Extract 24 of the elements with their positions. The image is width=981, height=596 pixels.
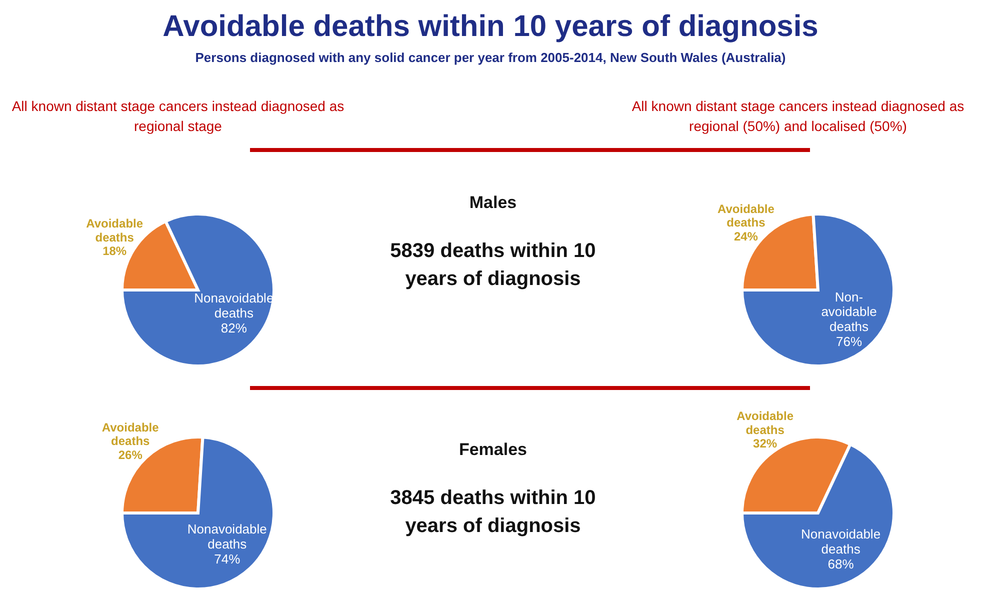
slice-label: Avoidable deaths bbox=[102, 420, 160, 448]
slice-label: Avoidable deaths bbox=[736, 408, 794, 437]
chart-title: All known distant stage cancers instead diagnosed as regional stage bbox=[10, 97, 346, 136]
text: Persons diagnosed with any solid cancer per year from 2005-2014, New South Wales (Australia) bbox=[194, 50, 787, 65]
data-label: 76% bbox=[836, 334, 862, 350]
slice-label: Nonavoidable deaths bbox=[801, 526, 881, 556]
slice-label: Nonavoidable deaths bbox=[194, 290, 274, 320]
text: 5839 deaths within 10 years of diagnosis bbox=[389, 239, 597, 292]
text: 3845 deaths within 10 years of diagnosis bbox=[389, 486, 597, 539]
text: Males bbox=[468, 193, 518, 213]
slice-label: Avoidable deaths bbox=[718, 202, 775, 230]
slice-label: Non-avoidable deaths bbox=[821, 289, 877, 334]
data-label: 82% bbox=[220, 320, 248, 336]
chart-title: All known distant stage cancers instead diagnosed as regional (50%) and localised (50%) bbox=[630, 97, 966, 136]
data-label: 26% bbox=[118, 448, 143, 462]
data-label: 68% bbox=[828, 556, 854, 572]
slice-label: Nonavoidable deaths bbox=[187, 522, 267, 552]
data-label: 32% bbox=[753, 436, 778, 451]
data-label: 18% bbox=[102, 244, 127, 258]
text: Avoidable deaths within 10 years of diagnosis bbox=[162, 9, 820, 44]
text: Females bbox=[458, 440, 528, 460]
slice-label: Avoidable deaths bbox=[86, 216, 144, 244]
data-label: 24% bbox=[734, 229, 758, 244]
data-label: 74% bbox=[214, 552, 241, 567]
